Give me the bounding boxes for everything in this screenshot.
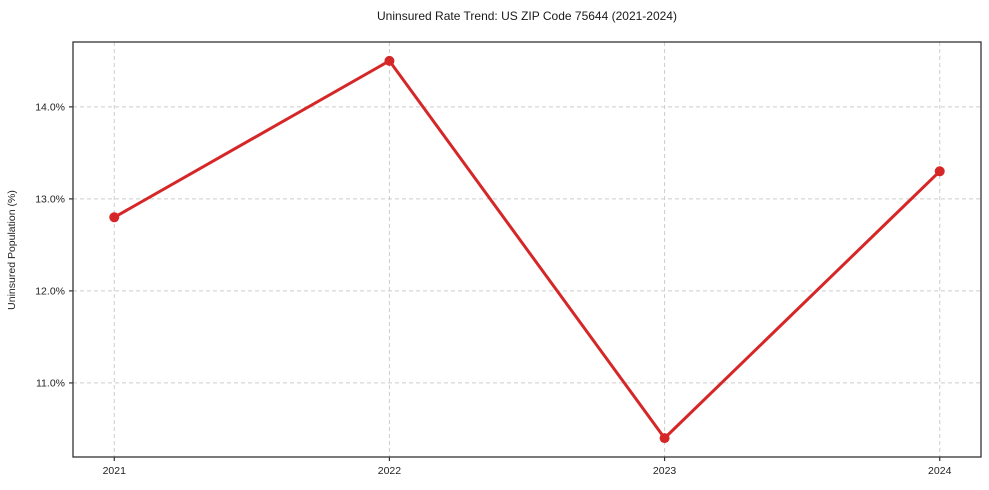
y-tick-label: 12.0%	[35, 285, 65, 297]
data-point-marker	[934, 166, 945, 177]
data-point-marker	[659, 433, 670, 444]
chart-title: Uninsured Rate Trend: US ZIP Code 75644 …	[377, 9, 677, 23]
y-tick-label: 11.0%	[36, 377, 65, 389]
x-tick-label: 2024	[928, 465, 952, 477]
trend-line	[112, 59, 942, 440]
x-tick-label: 2021	[103, 465, 127, 477]
data-point-marker	[109, 212, 120, 223]
data-point-marker	[384, 55, 395, 66]
grid-lines	[73, 42, 981, 457]
y-tick-label: 14.0%	[35, 101, 65, 113]
y-axis-label: Uninsured Population (%)	[6, 190, 18, 310]
data-series	[109, 55, 945, 444]
y-tick-label: 13.0%	[35, 193, 65, 205]
tick-marks	[69, 106, 941, 461]
x-tick-label: 2023	[653, 465, 677, 477]
x-tick-label: 2022	[378, 465, 402, 477]
tick-labels: 2021 2022 2023 2024 11.0% 12.0% 13.0% 14.0%	[35, 101, 951, 477]
plot-border	[72, 41, 982, 458]
